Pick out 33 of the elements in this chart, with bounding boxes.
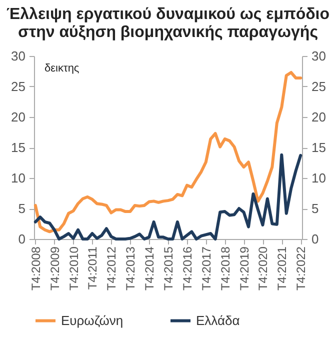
y2-tick-label: 30 xyxy=(312,48,326,64)
y-tick-label: 15 xyxy=(11,140,26,155)
y-tick-label: 20 xyxy=(11,110,26,124)
y2-tick-label: 10 xyxy=(312,170,326,186)
x-tick-label: T4:2017 xyxy=(199,246,214,291)
x-tick-label: T4:2008 xyxy=(28,246,43,291)
y2-tick-label: 15 xyxy=(312,140,326,155)
y2-tick-label: 25 xyxy=(312,79,326,94)
legend-label: Ελλάδα xyxy=(196,312,240,328)
y-tick-label: 10 xyxy=(11,170,26,186)
x-tick-label: T4:2013 xyxy=(124,246,138,291)
y-tick-label: 0 xyxy=(18,232,26,246)
y2-tick-label: 0 xyxy=(312,232,319,246)
x-tick-label: T4:2012 xyxy=(104,246,119,291)
x-tick-label: T4:2020 xyxy=(256,246,270,291)
x-tick-label: T4:2011 xyxy=(86,246,100,290)
y-tick-label: 25 xyxy=(11,79,26,94)
x-tick-label: T4:2021 xyxy=(275,246,290,291)
legend-label: Ευρωζώνη xyxy=(61,312,124,328)
x-tick-label: T4:2015 xyxy=(162,246,176,291)
y-tick-label: 30 xyxy=(11,48,26,64)
y2-tick-label: 20 xyxy=(312,110,326,124)
y-tick-label: 5 xyxy=(18,201,26,216)
x-tick-label: T4:2019 xyxy=(237,246,252,291)
y-axis-title: δεικτης xyxy=(44,62,80,74)
x-tick-label: T4:2009 xyxy=(48,246,62,291)
x-tick-label: T4:2014 xyxy=(142,246,157,291)
x-tick-label: T4:2016 xyxy=(180,246,194,291)
y2-tick-label: 5 xyxy=(312,201,319,216)
x-tick-label: T4:2010 xyxy=(66,246,81,291)
x-tick-label: T4:2018 xyxy=(218,246,232,291)
x-tick-label: T4:2022 xyxy=(294,246,308,291)
chart-title: Έλλειψη εργατικού δυναμικού ως εμπόδιο στην αύξηση βιομηχανικής παραγωγής xyxy=(6,6,330,41)
